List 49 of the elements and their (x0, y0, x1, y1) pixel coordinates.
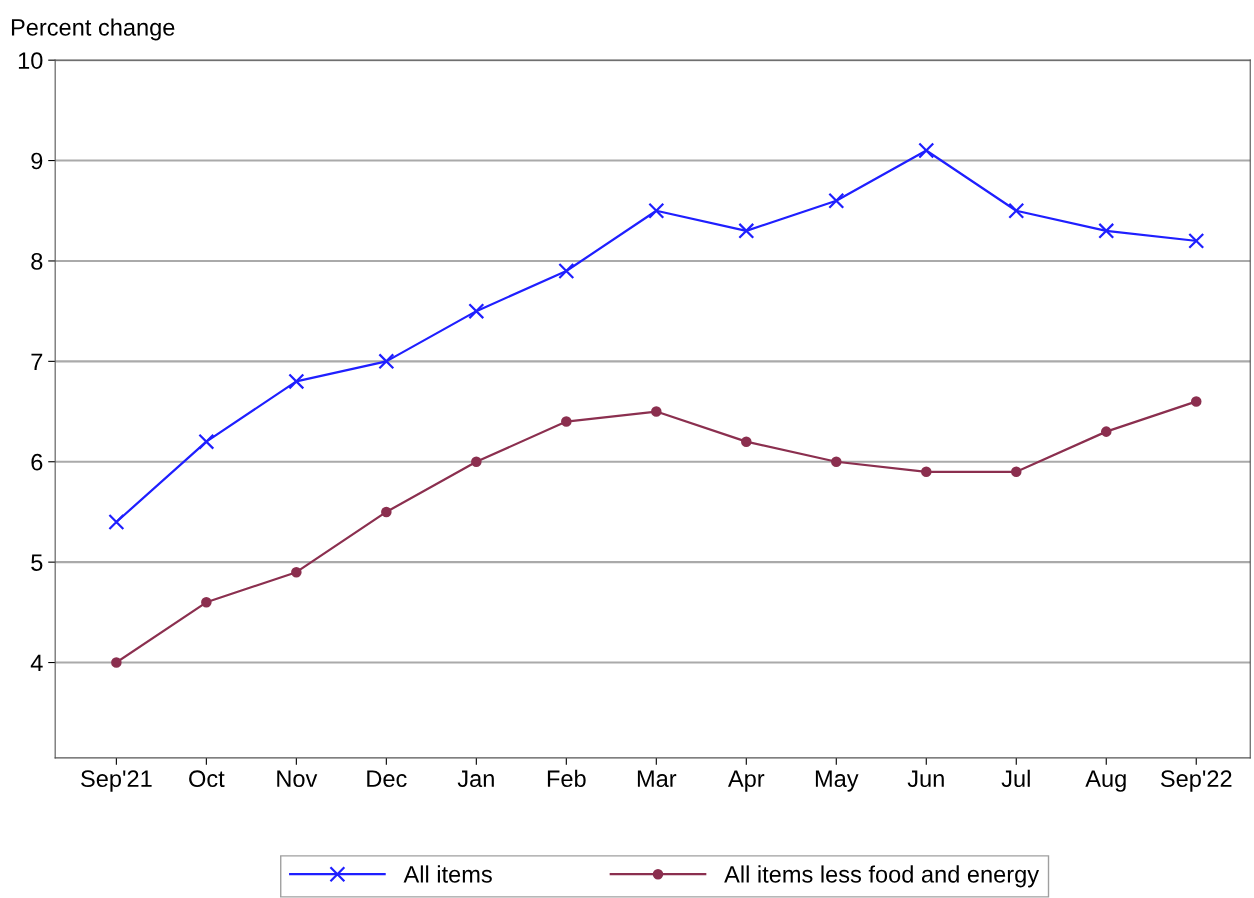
y-tick-label: 5 (31, 554, 43, 571)
point (1100, 426, 1112, 437)
y-tick-label: 9 (31, 152, 43, 170)
point (1190, 396, 1202, 407)
point (111, 657, 122, 668)
point (831, 456, 842, 468)
y-tick-label: 10 (18, 52, 43, 69)
y-tick-label: 7 (31, 353, 43, 370)
point (648, 202, 665, 219)
point (558, 262, 575, 280)
point (561, 416, 572, 427)
x-tick-label: Nov (277, 770, 318, 788)
x-tick-label: Feb (547, 769, 586, 788)
point (1098, 222, 1115, 239)
x-tick-label: Jun (907, 770, 944, 788)
x-tick-label: Aug (1085, 770, 1126, 792)
y-tick-label: 6 (31, 453, 43, 471)
point (1010, 466, 1022, 478)
y-axis-title: Percent change (11, 18, 175, 41)
x-tick-label: Oct (189, 770, 225, 788)
point (921, 466, 932, 478)
point (381, 506, 392, 518)
legend-label: All items less food and energy (724, 865, 1040, 888)
point (288, 373, 305, 390)
point (108, 513, 125, 531)
point (291, 566, 302, 578)
point (651, 406, 662, 417)
x-tick-label: Jan (457, 770, 494, 788)
point (828, 192, 845, 209)
point (201, 597, 212, 608)
point (198, 433, 215, 450)
point (1188, 232, 1205, 249)
x-tick-label: Sep'21 (81, 770, 152, 792)
y-tick-label: 8 (31, 253, 43, 270)
point (468, 303, 485, 320)
point (1008, 202, 1025, 219)
legend-label: All items (403, 865, 492, 883)
x-tick-label: May (815, 770, 859, 792)
x-tick-label: Apr (727, 770, 765, 792)
point (738, 222, 755, 239)
point (378, 353, 395, 370)
y-tick-label: 4 (30, 654, 43, 672)
x-tick-label: Jul (1001, 769, 1030, 788)
point (741, 436, 752, 447)
x-tick-label: Mar (637, 770, 677, 788)
point (471, 456, 482, 468)
x-tick-label: Dec (367, 770, 407, 788)
x-tick-label: Sep'22 (1160, 770, 1232, 792)
point (918, 142, 935, 159)
